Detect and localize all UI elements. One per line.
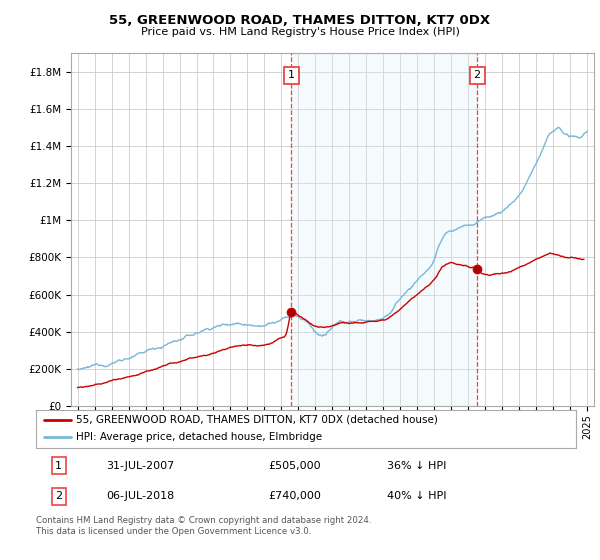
Text: Price paid vs. HM Land Registry's House Price Index (HPI): Price paid vs. HM Land Registry's House … — [140, 27, 460, 37]
Text: £740,000: £740,000 — [268, 491, 321, 501]
Text: 1: 1 — [288, 71, 295, 81]
Text: 55, GREENWOOD ROAD, THAMES DITTON, KT7 0DX: 55, GREENWOOD ROAD, THAMES DITTON, KT7 0… — [109, 14, 491, 27]
Text: £505,000: £505,000 — [268, 460, 321, 470]
Text: 2: 2 — [55, 491, 62, 501]
Text: 36% ↓ HPI: 36% ↓ HPI — [387, 460, 446, 470]
Text: 55, GREENWOOD ROAD, THAMES DITTON, KT7 0DX (detached house): 55, GREENWOOD ROAD, THAMES DITTON, KT7 0… — [77, 415, 439, 425]
Text: HPI: Average price, detached house, Elmbridge: HPI: Average price, detached house, Elmb… — [77, 432, 323, 442]
Text: 06-JUL-2018: 06-JUL-2018 — [106, 491, 175, 501]
Bar — [291, 53, 477, 406]
Text: 40% ↓ HPI: 40% ↓ HPI — [387, 491, 446, 501]
Text: Contains HM Land Registry data © Crown copyright and database right 2024.
This d: Contains HM Land Registry data © Crown c… — [36, 516, 371, 536]
Text: 2: 2 — [473, 71, 481, 81]
Text: 1: 1 — [55, 460, 62, 470]
Text: 31-JUL-2007: 31-JUL-2007 — [106, 460, 175, 470]
